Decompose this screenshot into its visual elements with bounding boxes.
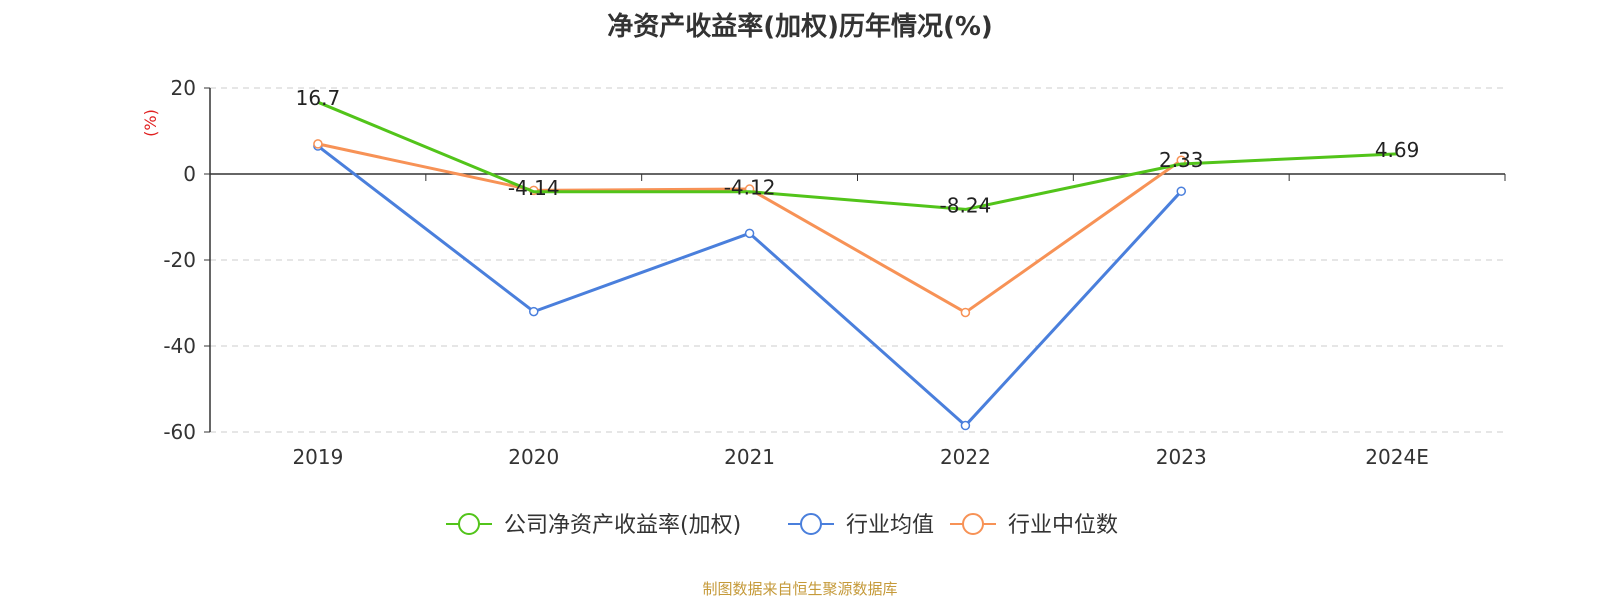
data-label: -4.14 — [508, 176, 560, 200]
data-label: 2.33 — [1159, 148, 1204, 172]
data-point — [313, 139, 323, 149]
data-label: -8.24 — [940, 193, 992, 217]
data-label: 4.69 — [1375, 138, 1420, 162]
data-point — [744, 228, 755, 239]
data-point — [960, 307, 971, 318]
series-line-0 — [317, 100, 1398, 211]
legend-item-0[interactable]: 公司净资产收益率(加权) — [446, 513, 741, 538]
legend-swatch-marker — [800, 513, 822, 535]
x-tick-label: 2024E — [1365, 445, 1429, 469]
legend-label: 行业中位数 — [1008, 513, 1118, 538]
data-labels: 16.7 -4.14 -4.12 -8.24 2.33 4.69 — [296, 86, 1420, 217]
series-lines — [313, 100, 1398, 431]
y-tick-label: 20 — [171, 76, 196, 100]
legend-swatch-marker — [458, 513, 480, 535]
legend: 公司净资产收益率(加权) 行业均值 行业中位数 — [446, 513, 1118, 538]
gridlines — [210, 87, 1505, 433]
x-tick-label: 2020 — [508, 445, 559, 469]
data-label: -4.12 — [724, 176, 776, 200]
legend-label: 行业均值 — [846, 513, 934, 538]
data-point — [1176, 186, 1186, 196]
x-tick-label: 2022 — [940, 445, 991, 469]
chart-title: 净资产收益率(加权)历年情况(%) — [607, 12, 993, 42]
data-label: 16.7 — [296, 86, 341, 110]
x-tick-label: 2021 — [724, 445, 775, 469]
y-tick-label: -20 — [163, 248, 196, 272]
y-tick-label: -60 — [163, 420, 196, 444]
x-tick-label: 2023 — [1156, 445, 1207, 469]
data-point — [529, 306, 539, 317]
axes: 20 0 -20 -40 -60 2019 2020 2021 2022 2023 2024E — [163, 76, 1506, 469]
source-note: 制图数据来自恒生聚源数据库 — [702, 580, 898, 598]
series-line-2 — [317, 142, 1183, 314]
legend-item-1[interactable]: 行业均值 — [788, 513, 934, 538]
legend-item-2[interactable]: 行业中位数 — [950, 513, 1118, 538]
y-axis-label: (%) — [141, 109, 160, 137]
legend-swatch-marker — [962, 513, 984, 535]
data-point — [960, 420, 971, 431]
y-tick-label: 0 — [183, 162, 196, 186]
y-tick-label: -40 — [163, 334, 196, 358]
legend-label: 公司净资产收益率(加权) — [504, 513, 741, 538]
x-tick-label: 2019 — [292, 445, 343, 469]
